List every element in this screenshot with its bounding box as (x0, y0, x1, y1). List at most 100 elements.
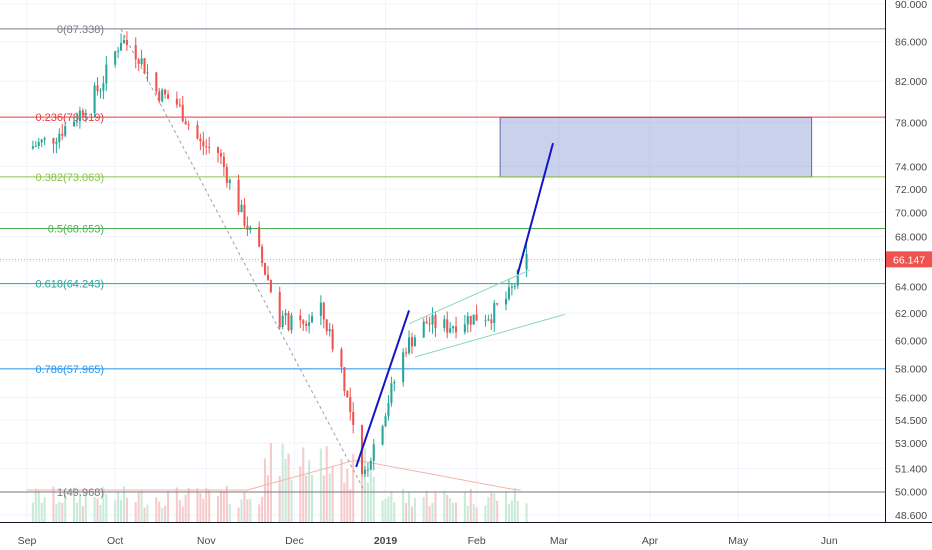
candle (120, 33, 123, 51)
candle-body (167, 94, 170, 99)
volume-moving-average (27, 460, 521, 491)
candle-body (181, 104, 184, 122)
candle-body (266, 274, 270, 280)
fib-trend-line[interactable] (120, 29, 366, 493)
volume-bar (302, 447, 305, 522)
volume-bar (455, 502, 458, 522)
candle (84, 109, 87, 123)
volume-bar (249, 498, 252, 522)
candle (175, 91, 178, 109)
candle-body (175, 98, 178, 105)
volume-bar (278, 476, 281, 522)
candle (349, 387, 352, 421)
volume-bar (84, 493, 87, 522)
volume-bar (466, 505, 469, 522)
candle-body (31, 146, 34, 149)
candle (72, 118, 76, 127)
candle (196, 120, 199, 140)
candle-body (302, 320, 305, 324)
candle (455, 316, 458, 339)
candle-body (278, 292, 281, 328)
channel-line[interactable] (408, 269, 530, 325)
candle-body (196, 124, 199, 139)
candle-body (134, 45, 137, 60)
candle-body (269, 279, 272, 293)
volume-bar (31, 502, 34, 522)
volume-bar (243, 491, 246, 522)
volume-bar (366, 482, 369, 522)
candle-body (410, 337, 413, 347)
candle-body (84, 113, 87, 116)
volume-bar (325, 446, 328, 522)
candle-body (178, 104, 181, 106)
volume-bar (449, 498, 452, 522)
volume-bar (222, 492, 225, 522)
candle-body (184, 121, 187, 125)
candle (261, 244, 264, 267)
candle-body (258, 227, 261, 247)
fibonacci-retracement[interactable]: 0(87.338) 0.236(78.519) 0.382(73.063) 0.5(6… (0, 24, 885, 499)
candle (302, 318, 305, 331)
candle-body (261, 246, 264, 263)
candle-body (443, 319, 446, 328)
volume-bar (305, 475, 308, 522)
candle-body (299, 315, 302, 321)
volume-bar (205, 487, 208, 522)
volume-bar (114, 500, 117, 522)
candle-body (452, 326, 455, 329)
candle-body (402, 352, 405, 382)
candle-body (199, 138, 202, 142)
volume-bar (261, 496, 264, 522)
volume-bar (81, 506, 84, 522)
projection-line[interactable] (516, 142, 554, 275)
price-tick-label: 53.000 (895, 438, 927, 450)
price-tick-label: 48.600 (895, 510, 927, 522)
candle (99, 88, 102, 99)
candle (319, 295, 322, 326)
volume-bar (181, 506, 184, 522)
candle (93, 82, 96, 118)
candle (205, 139, 208, 155)
candle (393, 379, 396, 392)
volume-bar (93, 497, 96, 522)
volume-bar (125, 497, 128, 522)
candle (202, 131, 205, 156)
candle-body (117, 50, 120, 52)
candle-body (158, 91, 161, 102)
candle-body (428, 323, 431, 325)
candle (40, 138, 43, 148)
volume-bar (493, 493, 496, 522)
time-tick-label: Apr (642, 535, 659, 547)
volume-bar (428, 506, 431, 522)
candle (510, 283, 513, 296)
volume-bar (102, 486, 105, 522)
price-tick-label: 51.400 (895, 464, 927, 476)
channel-line[interactable] (414, 313, 565, 358)
candle (466, 312, 469, 333)
candle (237, 174, 240, 216)
candle (278, 286, 281, 330)
candle-body (281, 315, 284, 328)
volume-bar (264, 458, 267, 522)
candle (405, 347, 408, 358)
candle-body (34, 145, 37, 147)
volume-bar (64, 490, 67, 522)
candle-body (352, 411, 355, 425)
candle (496, 302, 499, 306)
projection-line[interactable] (355, 310, 410, 468)
volume-bar (167, 491, 170, 522)
candle-body (475, 314, 478, 321)
candle (187, 120, 190, 131)
candle (446, 311, 449, 339)
price-tick-label: 58.000 (895, 363, 927, 375)
volume-bar (208, 489, 211, 522)
drawings[interactable] (0, 142, 885, 468)
candle (366, 462, 369, 477)
candle (122, 35, 126, 44)
volume-bar (343, 482, 346, 522)
volume-bar (525, 503, 528, 522)
volume-bar (452, 502, 455, 522)
volume-bar (175, 487, 178, 522)
volume-bar (346, 468, 349, 522)
